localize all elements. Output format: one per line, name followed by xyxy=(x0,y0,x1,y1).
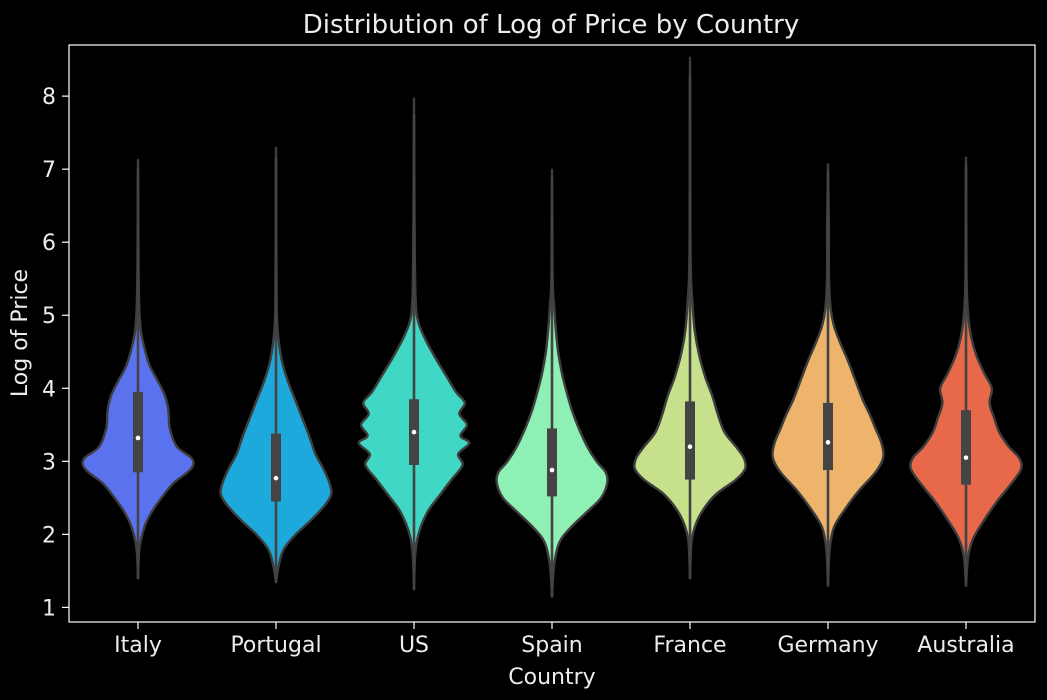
y-tick-label: 7 xyxy=(42,158,56,183)
violin-median-point xyxy=(687,444,693,450)
violin-germany xyxy=(771,163,885,587)
violin-iqr-box xyxy=(271,433,281,502)
violin-italy xyxy=(81,158,195,580)
plot-area xyxy=(68,44,1036,623)
y-tick-label: 6 xyxy=(42,231,56,256)
violin-iqr-box xyxy=(547,428,557,497)
violin-median-point xyxy=(549,467,555,473)
y-tick-label: 2 xyxy=(42,523,56,548)
violin-median-point xyxy=(825,440,831,445)
x-axis-label: Country xyxy=(508,665,595,690)
violin-iqr-box xyxy=(961,410,971,485)
y-tick-label: 5 xyxy=(42,304,56,329)
x-tick-label: Portugal xyxy=(230,633,321,658)
x-tick-label: Australia xyxy=(917,633,1014,658)
violin-us xyxy=(357,97,471,591)
violin-france xyxy=(633,56,747,580)
violin-median-point xyxy=(273,475,279,481)
y-axis: 1 2 3 4 5 6 7 8 xyxy=(42,85,69,621)
violin-median-point xyxy=(963,455,969,460)
violin-median-point xyxy=(411,429,417,435)
y-tick-label: 1 xyxy=(42,596,56,621)
y-tick-label: 3 xyxy=(42,450,56,475)
violins-group xyxy=(81,56,1023,598)
y-axis-label: Log of Price xyxy=(8,269,33,397)
x-tick-label: US xyxy=(399,633,429,658)
chart-title: Distribution of Log of Price by Country xyxy=(303,10,799,40)
x-tick-label: Spain xyxy=(521,633,582,658)
violin-iqr-box xyxy=(685,401,695,480)
x-axis: Italy Portugal US Spain France Germany Austral… xyxy=(114,622,1015,658)
violin-iqr-box xyxy=(823,402,833,471)
violin-median-point xyxy=(135,435,141,441)
x-tick-label: Germany xyxy=(777,633,878,658)
violin-portugal xyxy=(219,146,333,584)
violin-spain xyxy=(495,168,609,598)
y-tick-label: 4 xyxy=(42,377,56,402)
x-tick-label: France xyxy=(653,633,726,658)
x-tick-label: Italy xyxy=(114,633,162,658)
violin-australia xyxy=(909,156,1023,587)
y-tick-label: 8 xyxy=(42,85,56,110)
violin-iqr-box xyxy=(133,391,143,473)
